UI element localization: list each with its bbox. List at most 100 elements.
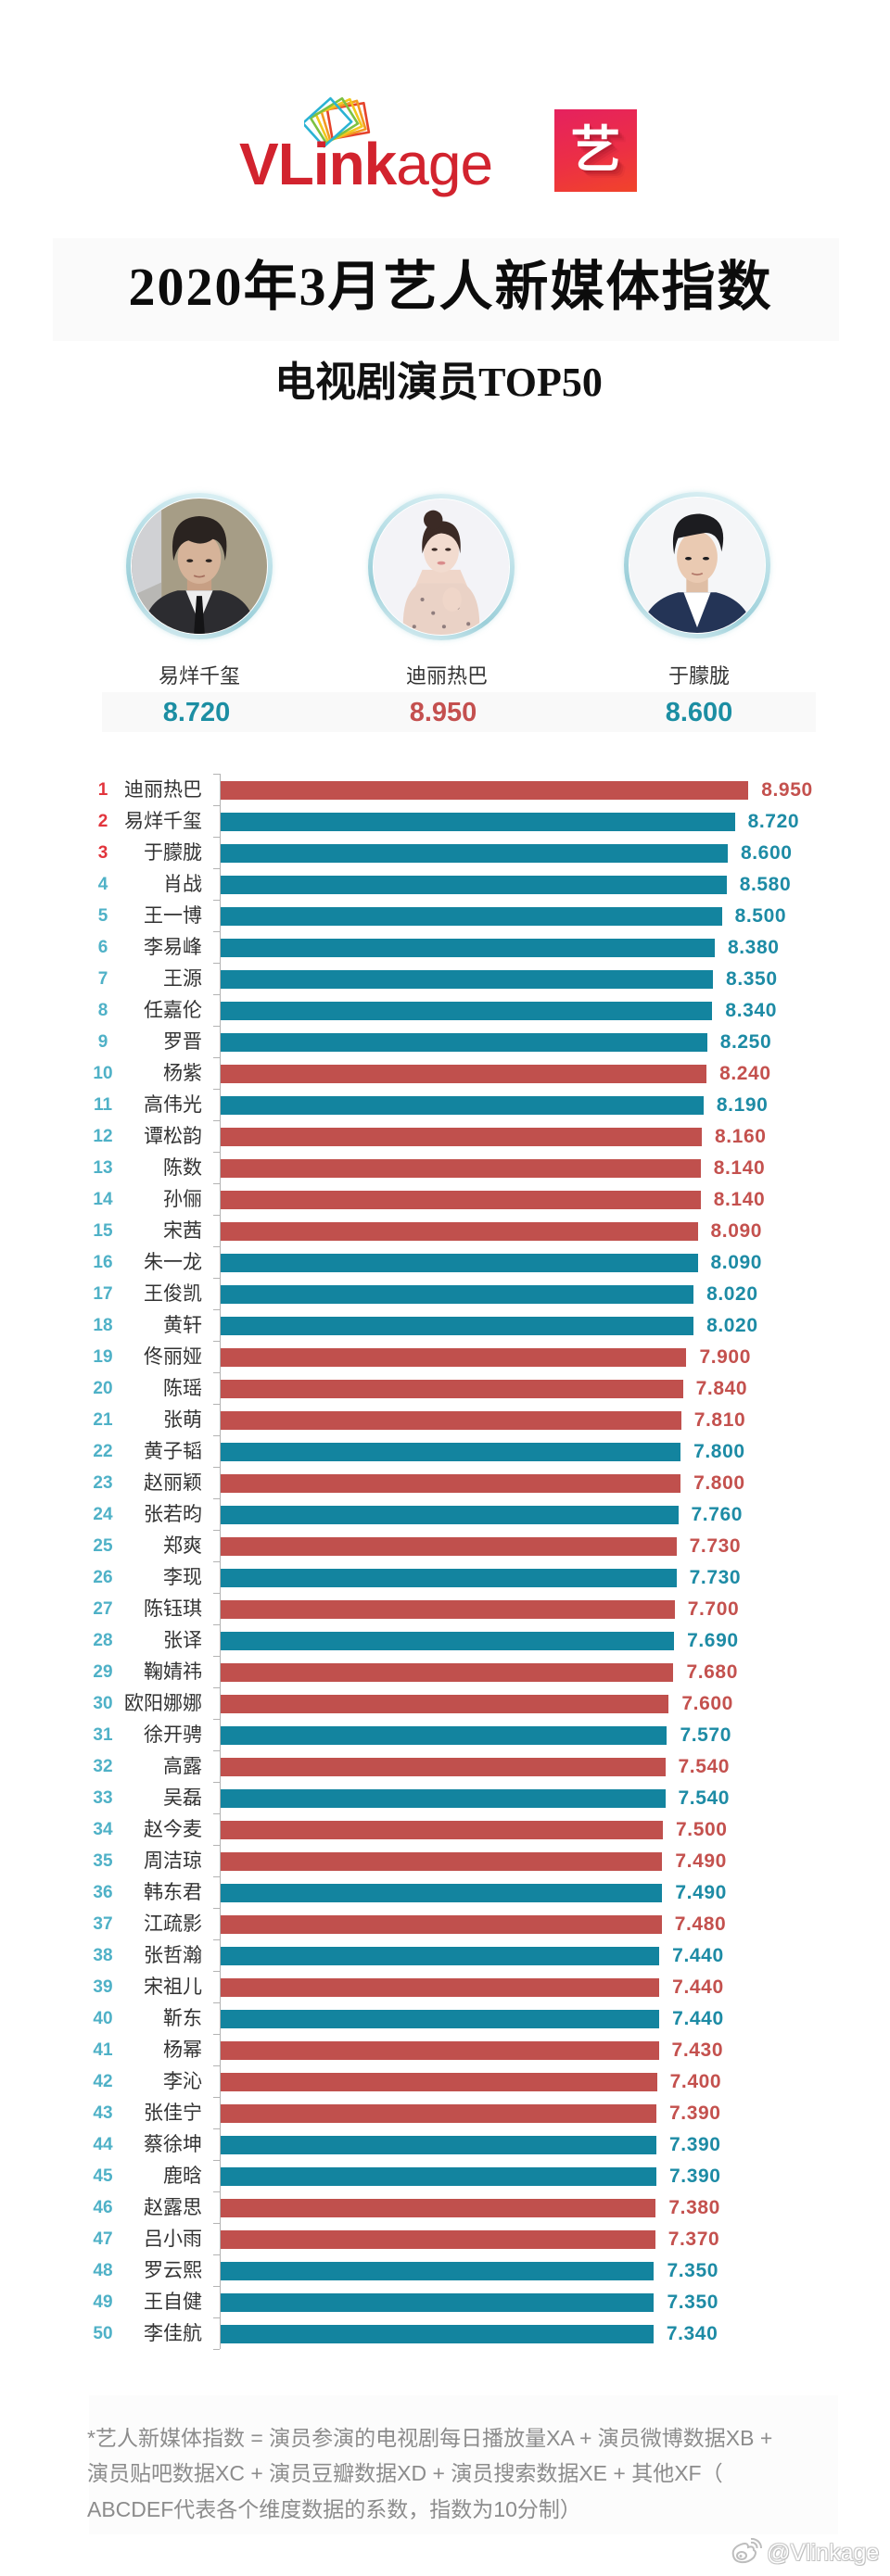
- y-axis-tick: [213, 837, 220, 838]
- footnote-line: *艺人新媒体指数 = 演员参演的电视剧每日播放量XA + 演员微博数据XB +: [87, 2426, 773, 2450]
- value-label: 8.140: [713, 1189, 766, 1210]
- rank-number: 33: [93, 1788, 113, 1808]
- y-axis-tick: [213, 1215, 220, 1216]
- rank-number: 35: [93, 1851, 113, 1871]
- rank-number: 32: [93, 1757, 113, 1776]
- rank-number: 8: [97, 1001, 108, 1020]
- chart-row: 48 罗云熙 7.350: [0, 2254, 890, 2286]
- bar: [221, 1569, 677, 1587]
- top3-name: 易烊千玺: [158, 664, 240, 688]
- rank-number: 7: [97, 969, 108, 989]
- rank-number: 40: [93, 2009, 113, 2028]
- rank-number: 45: [93, 2166, 113, 2186]
- value-label: 7.390: [669, 2166, 721, 2187]
- chart-row: 19 佟丽娅 7.900: [0, 1341, 890, 1372]
- vlinkage-wordmark: VLinkage: [239, 131, 493, 197]
- page-title: 2020年3月艺人新媒体指数: [128, 257, 773, 317]
- actor-name: 宋茜: [163, 1220, 202, 1242]
- chart-row: 46 赵露思 7.380: [0, 2191, 890, 2223]
- rank-number: 30: [93, 1694, 113, 1713]
- value-label: 7.380: [668, 2197, 720, 2218]
- chart-row: 20 陈瑶 7.840: [0, 1372, 890, 1404]
- value-label: 7.480: [674, 1913, 727, 1935]
- chart-row: 36 韩东君 7.490: [0, 1876, 890, 1908]
- bar: [221, 2167, 656, 2186]
- rank-number: 43: [93, 2103, 113, 2123]
- chart-row: 37 江疏影 7.480: [0, 1908, 890, 1939]
- rank-number: 21: [93, 1410, 113, 1430]
- y-axis-tick: [213, 868, 220, 869]
- bar: [221, 1600, 675, 1619]
- y-axis-tick: [213, 1341, 220, 1342]
- value-label: 7.490: [675, 1850, 727, 1872]
- footnote-line: 演员贴吧数据XC + 演员豆瓣数据XD + 演员搜索数据XE + 其他XF（: [87, 2461, 723, 2485]
- y-axis-tick: [213, 1561, 220, 1562]
- y-axis-tick: [213, 2034, 220, 2035]
- chart-row: 45 鹿晗 7.390: [0, 2160, 890, 2191]
- y-axis-tick: [213, 2317, 220, 2318]
- chart-row: 39 宋祖儿 7.440: [0, 1971, 890, 2002]
- bar: [221, 1726, 668, 1745]
- chart-row: 29 鞠婧祎 7.680: [0, 1656, 890, 1687]
- actor-name: 江疏影: [144, 1913, 202, 1935]
- value-label: 7.390: [669, 2102, 721, 2124]
- rank-number: 29: [93, 1662, 113, 1682]
- y-axis-tick: [213, 1687, 220, 1688]
- chart-row: 13 陈数 8.140: [0, 1152, 890, 1183]
- value-label: 8.240: [719, 1063, 771, 1084]
- actor-name: 陈钰琪: [144, 1598, 202, 1620]
- y-axis-tick: [213, 1026, 220, 1027]
- actor-name: 张佳宁: [144, 2102, 202, 2124]
- bar: [221, 1821, 663, 1839]
- chart-row: 1 迪丽热巴 8.950: [0, 774, 890, 805]
- y-axis-tick: [213, 1813, 220, 1814]
- bar: [221, 2230, 655, 2249]
- top3-name: 迪丽热巴: [405, 664, 488, 688]
- actor-name: 吕小雨: [144, 2229, 202, 2250]
- y-axis-tick: [213, 963, 220, 964]
- actor-name: 欧阳娜娜: [124, 1693, 202, 1714]
- bar: [221, 1222, 698, 1241]
- value-label: 8.090: [710, 1220, 763, 1242]
- bar: [221, 970, 714, 989]
- rank-number: 16: [93, 1253, 113, 1272]
- rank-number: 13: [93, 1158, 113, 1178]
- chart-row: 28 张译 7.690: [0, 1624, 890, 1656]
- bar: [221, 1474, 681, 1493]
- chart-row: 31 徐开骋 7.570: [0, 1719, 890, 1750]
- value-label: 7.440: [672, 1976, 724, 1998]
- actor-name: 黄轩: [163, 1315, 202, 1336]
- chart-row: 44 蔡徐坤 7.390: [0, 2128, 890, 2160]
- rank-number: 27: [93, 1599, 113, 1619]
- actor-name: 吴磊: [163, 1787, 202, 1809]
- chart-row: 7 王源 8.350: [0, 963, 890, 994]
- wordmark-light: age: [396, 131, 493, 197]
- bar: [221, 2136, 656, 2154]
- bar: [221, 2325, 654, 2343]
- chart-row: 42 李沁 7.400: [0, 2065, 890, 2097]
- bar: [221, 1317, 694, 1335]
- rank-number: 38: [93, 1946, 113, 1965]
- actor-name: 张译: [163, 1630, 202, 1651]
- actor-name: 高露: [163, 1756, 202, 1777]
- actor-name: 罗云熙: [144, 2260, 202, 2281]
- value-label: 7.800: [693, 1472, 745, 1494]
- bar: [221, 1632, 675, 1650]
- actor-name: 肖战: [163, 874, 202, 895]
- value-label: 7.840: [695, 1378, 748, 1399]
- bar: [221, 2293, 655, 2312]
- value-label: 7.370: [668, 2229, 720, 2250]
- value-label: 8.250: [719, 1031, 772, 1053]
- y-axis-tick: [213, 900, 220, 901]
- top3-name: 于朦胧: [668, 664, 730, 688]
- top3-avatar-ring: [368, 494, 515, 640]
- bar: [221, 1380, 683, 1398]
- y-axis-tick: [213, 1498, 220, 1499]
- bar: [221, 844, 728, 863]
- value-label: 7.400: [669, 2071, 722, 2092]
- rank-number: 3: [97, 843, 108, 863]
- y-axis-tick: [213, 1845, 220, 1846]
- chart-row: 6 李易峰 8.380: [0, 931, 890, 963]
- chart-row: 12 谭松韵 8.160: [0, 1120, 890, 1152]
- top3-score: 8.720: [162, 698, 231, 727]
